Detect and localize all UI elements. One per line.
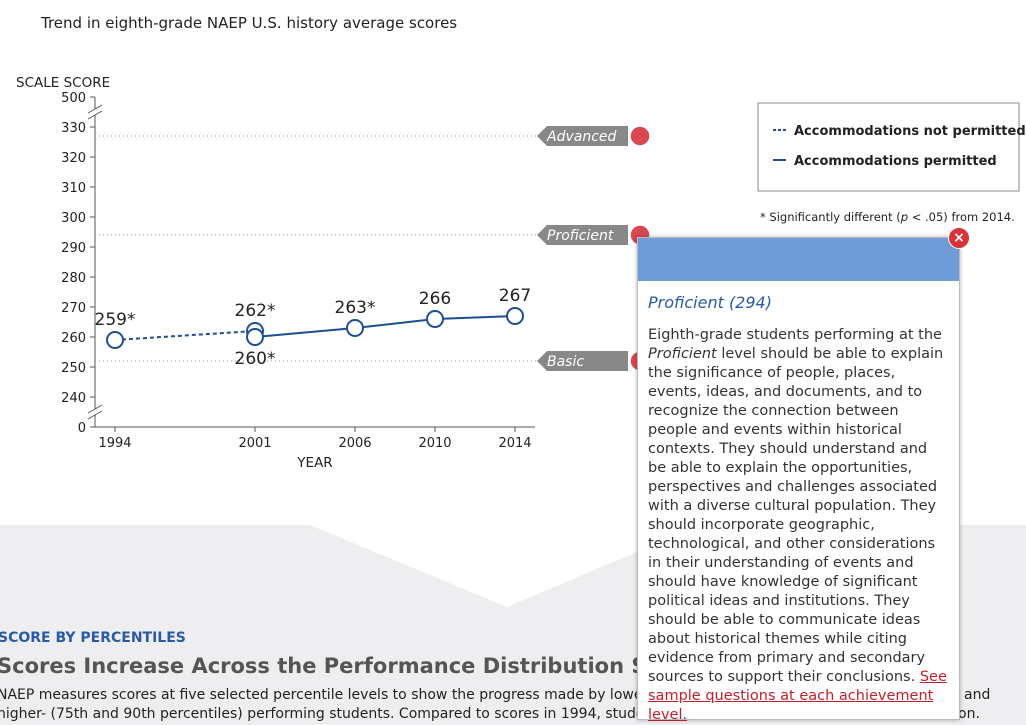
x-tick-label: 2006: [338, 436, 371, 451]
y-tick-label: 290: [61, 241, 86, 256]
note-part: p: [900, 210, 908, 224]
y-tick-label: 310: [61, 181, 86, 196]
reference-label: Advanced: [546, 129, 617, 145]
reference-tag: [537, 126, 628, 146]
x-tick-label: 2014: [498, 436, 531, 451]
plot: 240 250 260 270 280 290 300 310 320 330 0 500 1994 20…: [61, 91, 651, 451]
y-tick-label: 320: [61, 151, 86, 166]
popup-body: Eighth-grade students performing at the …: [648, 326, 949, 725]
y-axis-title: SCALE SCORE: [16, 75, 110, 91]
reference-label: Basic: [547, 354, 584, 370]
data-point: [346, 319, 364, 337]
note-part: * Significantly different (: [760, 210, 901, 224]
x-tick-label: 1994: [98, 436, 131, 451]
popup-title: Proficient (294): [648, 293, 772, 312]
y-tick-label: 330: [61, 121, 86, 136]
y-tick-label: 260: [61, 331, 86, 346]
value-label: 259*: [95, 310, 136, 330]
value-label: 263*: [335, 298, 376, 318]
section-line: higher- (75th and 90th percentiles) perf…: [0, 706, 689, 722]
reference-label: Proficient: [547, 228, 614, 244]
popup-text: Eighth-grade students performing at the: [648, 327, 942, 343]
note: * Significantly different (p < .05) from…: [760, 210, 1015, 224]
x-tick-label: 2010: [418, 436, 451, 451]
y-tick-label: 300: [61, 211, 86, 226]
axis-break-gap: [89, 409, 101, 415]
axis-break: [87, 104, 103, 114]
data-point: [106, 331, 124, 349]
reference-tag: [537, 225, 628, 245]
value-label: 260*: [235, 349, 276, 369]
section-kicker: SCORE BY PERCENTILES: [0, 630, 186, 646]
section-line: NAEP measures scores at five selected pe…: [0, 687, 695, 703]
section-line-end: on.: [958, 706, 980, 722]
popup-header: [638, 238, 959, 281]
y-tick-label: 280: [61, 271, 86, 286]
axis-break: [87, 110, 103, 120]
legend-box: [757, 102, 1020, 192]
legend-label: Accommodations permitted: [794, 154, 997, 169]
data-point: [246, 328, 264, 346]
data-point: [426, 310, 444, 328]
close-button[interactable]: ×: [948, 227, 970, 249]
section-line-end: and: [964, 687, 991, 703]
reference-tag: [537, 351, 628, 371]
y-tick-label: 0: [78, 421, 86, 436]
axis-break: [87, 410, 103, 420]
y-tick-label: 250: [61, 361, 86, 376]
popup-text: level should be able to explain the sign…: [648, 346, 944, 685]
y-tick-label: 500: [61, 91, 86, 106]
info-icon: [629, 125, 651, 147]
y-tick-label: 270: [61, 301, 86, 316]
data-point: [506, 307, 524, 325]
popup-text: Proficient: [648, 346, 717, 362]
axis-break-gap: [89, 109, 101, 115]
popup-link[interactable]: See sample questions at each achievement…: [648, 669, 947, 723]
popup: Proficient (294) Eighth-grade students p…: [637, 237, 960, 723]
axis-break: [87, 404, 103, 414]
note-part: < .05) from 2014.: [908, 210, 1015, 224]
x-tick-label: 2001: [238, 436, 271, 451]
value-label: 267: [499, 286, 531, 306]
y-tick-label: 240: [61, 391, 86, 406]
value-label: 266: [419, 289, 451, 309]
series-line: [254, 315, 516, 338]
legend-label: Accommodations not permitted: [794, 124, 1026, 139]
section-heading: Scores Increase Across the Performance D…: [0, 654, 654, 678]
series-line: [114, 330, 256, 341]
value-label: 262*: [235, 301, 276, 321]
chart-title: Trend in eighth-grade NAEP U.S. history …: [40, 14, 457, 32]
x-axis-title: YEAR: [296, 455, 332, 471]
